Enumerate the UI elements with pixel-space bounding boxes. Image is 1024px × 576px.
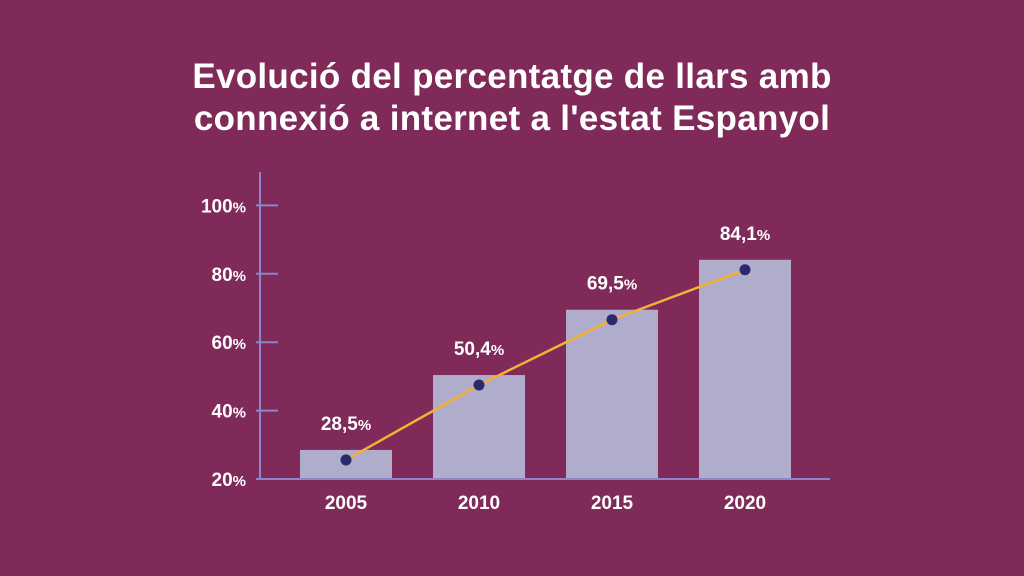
chart-title-line-1: Evolució del percentatge de llars amb: [192, 57, 832, 96]
data-label-2015: 69,5%: [587, 274, 637, 295]
chart-title: Evolució del percentatge de llars amb co…: [0, 56, 1024, 140]
bar-2020: [699, 259, 791, 479]
trend-point-2020: [739, 264, 751, 276]
y-tick-label-100: 100%: [201, 196, 246, 217]
y-tick-label-80: 80%: [212, 265, 246, 286]
data-label-2005: 28,5%: [321, 414, 371, 435]
y-tick-label-60: 60%: [212, 333, 246, 354]
x-tick-label-2015: 2015: [591, 493, 634, 514]
trend-point-2005: [340, 454, 352, 466]
bar-2015: [566, 309, 658, 479]
x-tick-label-2010: 2010: [458, 493, 500, 514]
y-tick-label-40: 40%: [212, 402, 246, 423]
x-tick-label-2005: 2005: [325, 493, 368, 514]
trend-point-2010: [473, 379, 485, 391]
bar-2010: [433, 375, 525, 479]
y-tick-label-20: 20%: [212, 470, 246, 491]
x-tick-label-2020: 2020: [724, 493, 766, 514]
trend-point-2015: [606, 314, 618, 326]
chart-title-line-2: connexió a internet a l'estat Espanyol: [193, 99, 831, 138]
data-label-2020: 84,1%: [720, 224, 770, 245]
trend-line: [345, 268, 746, 462]
data-label-2010: 50,4%: [454, 339, 504, 360]
